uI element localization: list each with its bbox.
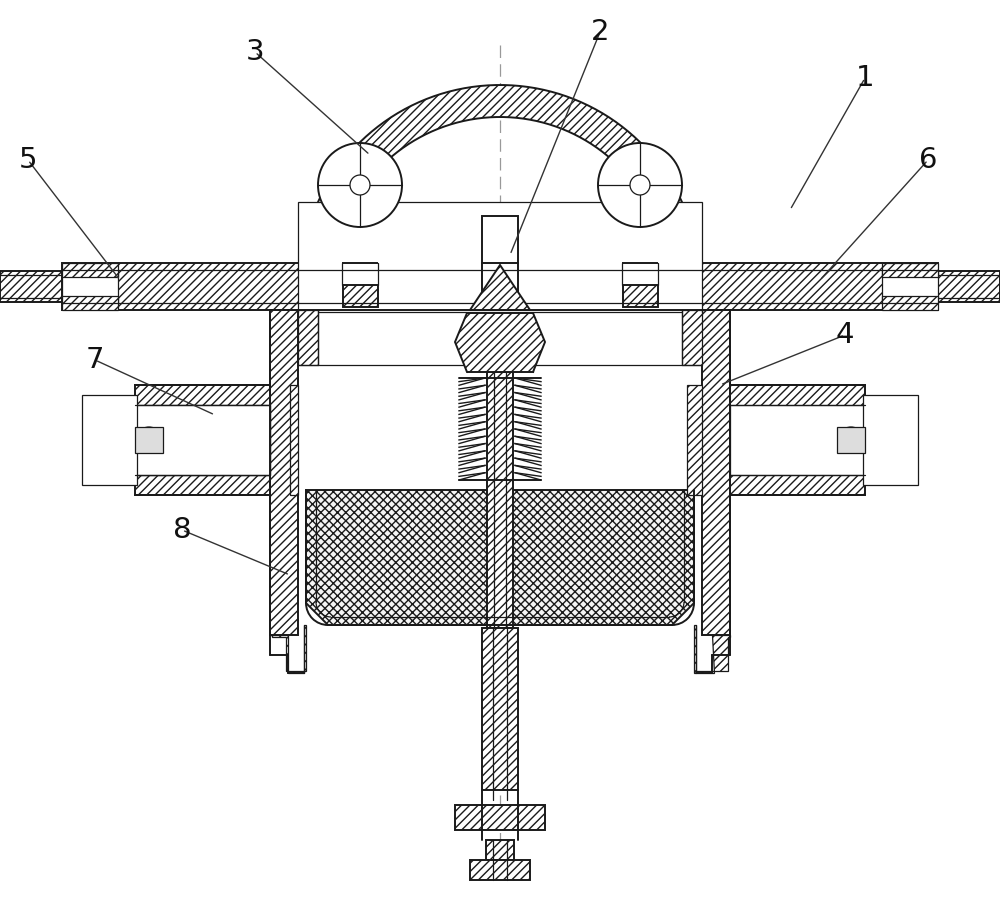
Bar xyxy=(730,405,865,475)
Polygon shape xyxy=(730,385,865,495)
Polygon shape xyxy=(938,271,1000,302)
Circle shape xyxy=(350,175,370,195)
Polygon shape xyxy=(62,270,118,303)
Circle shape xyxy=(598,143,682,227)
Text: 4: 4 xyxy=(836,321,854,349)
Polygon shape xyxy=(270,310,298,635)
Polygon shape xyxy=(482,628,518,790)
Polygon shape xyxy=(62,263,938,310)
Polygon shape xyxy=(455,313,545,372)
Polygon shape xyxy=(682,310,702,365)
Polygon shape xyxy=(298,310,318,365)
Bar xyxy=(863,395,918,485)
Polygon shape xyxy=(62,263,118,277)
Bar xyxy=(135,405,270,475)
Polygon shape xyxy=(668,285,700,307)
Bar xyxy=(623,285,658,307)
Polygon shape xyxy=(290,385,298,495)
Bar xyxy=(82,395,137,485)
Text: 7: 7 xyxy=(86,346,104,374)
Polygon shape xyxy=(470,860,530,880)
Text: 5: 5 xyxy=(19,146,37,174)
Polygon shape xyxy=(882,263,938,277)
Text: 2: 2 xyxy=(591,18,609,46)
Bar xyxy=(135,427,163,453)
Circle shape xyxy=(838,427,864,453)
Polygon shape xyxy=(0,271,62,302)
Polygon shape xyxy=(882,270,938,303)
Circle shape xyxy=(318,143,402,227)
Polygon shape xyxy=(455,805,545,830)
Bar xyxy=(298,202,702,312)
Bar xyxy=(343,285,378,307)
Polygon shape xyxy=(487,372,513,628)
Polygon shape xyxy=(300,285,332,307)
Polygon shape xyxy=(300,85,700,285)
Polygon shape xyxy=(135,385,270,495)
Polygon shape xyxy=(486,840,514,860)
Bar xyxy=(135,405,270,475)
Polygon shape xyxy=(687,385,702,495)
Circle shape xyxy=(630,175,650,195)
Polygon shape xyxy=(882,296,938,310)
Polygon shape xyxy=(470,265,530,310)
Bar xyxy=(837,427,865,453)
Text: 3: 3 xyxy=(246,38,264,66)
Text: 6: 6 xyxy=(919,146,937,174)
Circle shape xyxy=(136,427,162,453)
Polygon shape xyxy=(694,625,730,673)
Text: 1: 1 xyxy=(856,64,874,92)
Polygon shape xyxy=(702,310,730,635)
Bar xyxy=(482,216,518,263)
Polygon shape xyxy=(62,296,118,310)
Text: 8: 8 xyxy=(173,516,191,544)
Polygon shape xyxy=(306,490,694,625)
Polygon shape xyxy=(270,625,306,673)
